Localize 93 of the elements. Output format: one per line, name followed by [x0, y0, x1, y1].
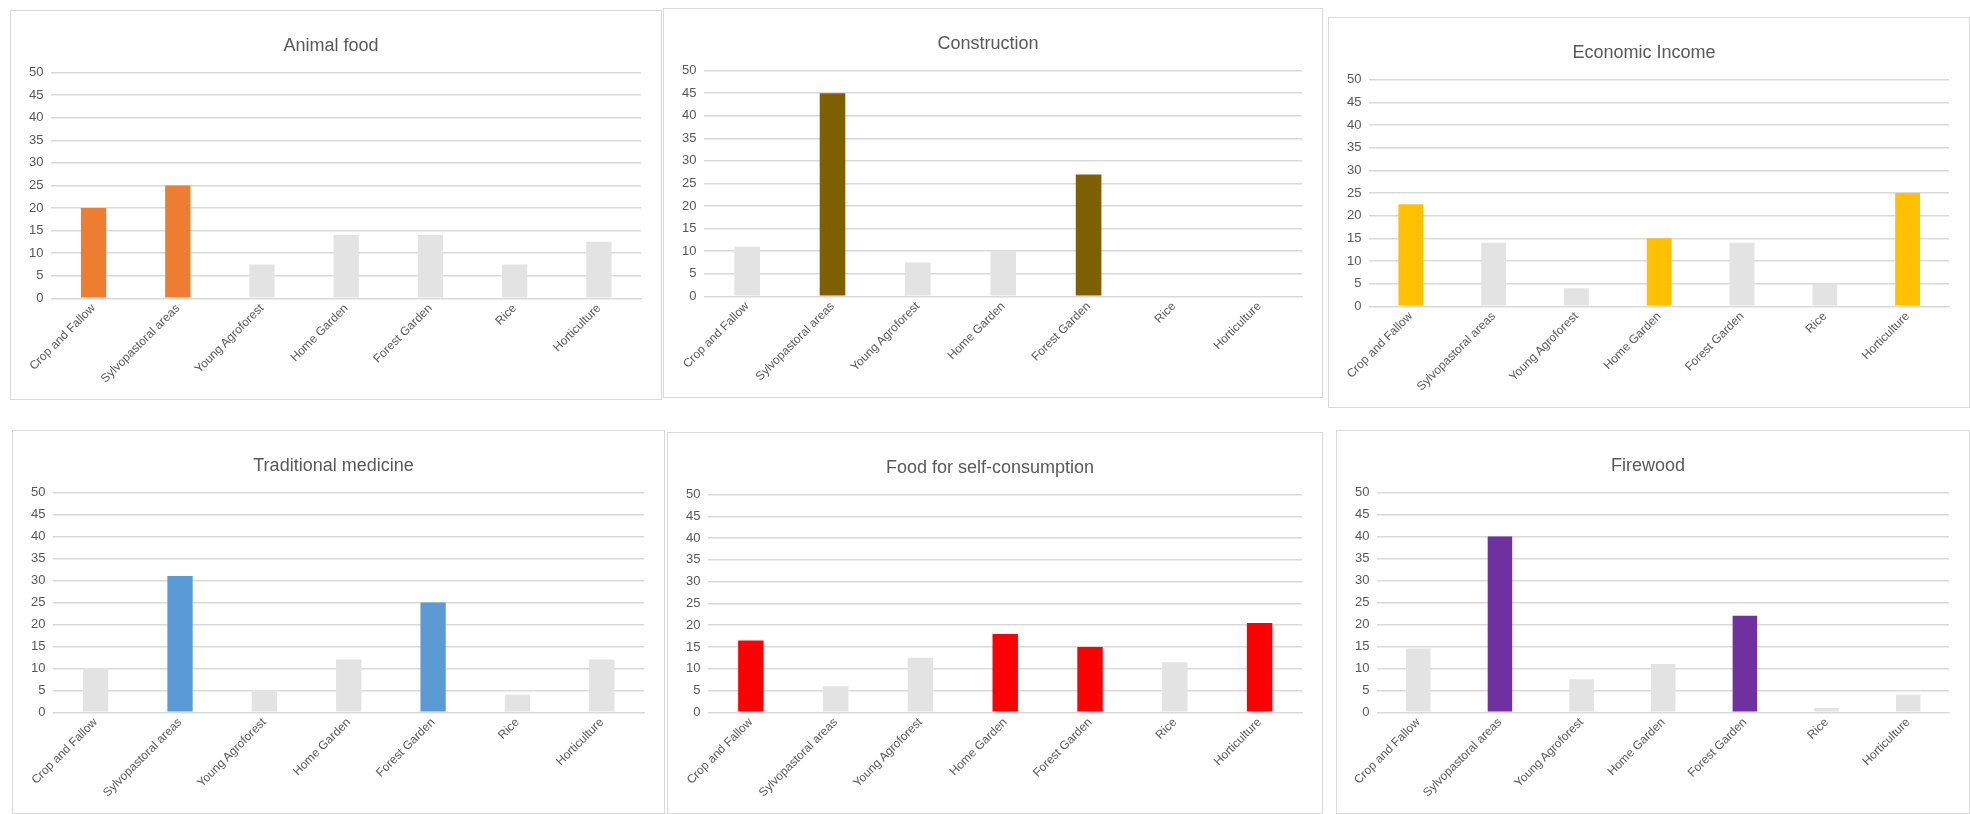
y-tick-label: 30	[1346, 161, 1362, 177]
y-tick-label: 5	[689, 265, 697, 281]
y-tick-label: 10	[30, 659, 46, 675]
y-tick-label: 45	[28, 86, 44, 102]
bar	[1732, 615, 1758, 712]
y-tick-label: 5	[693, 682, 701, 698]
y-tick-label: 40	[30, 528, 46, 544]
chart-title: Food for self-consumption	[885, 456, 1095, 477]
y-tick-label: 15	[30, 637, 46, 653]
chart-title: Traditional medicine	[253, 454, 414, 475]
y-tick-label: 15	[28, 222, 44, 238]
y-tick-label: 25	[30, 594, 46, 610]
bar	[420, 602, 446, 712]
y-tick-label: 30	[1354, 572, 1370, 588]
y-tick-label: 20	[1346, 207, 1362, 223]
bar	[1077, 646, 1103, 712]
y-tick-label: 40	[1354, 528, 1370, 544]
y-tick-label: 20	[685, 616, 701, 632]
y-tick-label: 30	[681, 152, 697, 168]
y-tick-label: 0	[38, 703, 46, 719]
y-tick-label: 40	[28, 109, 44, 125]
chart-title: Firewood	[1610, 454, 1686, 475]
y-tick-label: 50	[28, 64, 44, 80]
y-tick-label: 45	[30, 506, 46, 522]
y-tick-label: 45	[685, 507, 701, 523]
y-tick-label: 45	[681, 84, 697, 100]
y-tick-label: 25	[28, 177, 44, 193]
y-tick-label: 30	[30, 572, 46, 588]
y-tick-label: 50	[681, 62, 697, 78]
y-tick-label: 25	[685, 595, 701, 611]
y-tick-label: 35	[681, 129, 697, 145]
x-tick-label: Rice	[1802, 308, 1830, 336]
y-tick-label: 35	[1346, 139, 1362, 155]
y-tick-label: 35	[1354, 550, 1370, 566]
y-tick-label: 5	[38, 681, 46, 697]
y-tick-label: 40	[685, 529, 701, 545]
y-tick-label: 40	[1346, 116, 1362, 132]
y-tick-label: 35	[30, 550, 46, 566]
y-tick-label: 40	[681, 107, 697, 123]
x-tick-label: Rice	[1804, 714, 1832, 742]
y-tick-label: 25	[1346, 184, 1362, 200]
bar	[1246, 623, 1273, 712]
bar	[1487, 536, 1513, 712]
bar	[738, 640, 764, 712]
y-tick-label: 50	[685, 486, 701, 502]
y-tick-label: 10	[1354, 659, 1370, 675]
bar	[1646, 238, 1672, 306]
y-tick-label: 0	[689, 287, 697, 303]
x-tick-label: Rice	[1151, 298, 1179, 326]
y-tick-label: 5	[36, 267, 44, 283]
y-tick-label: 20	[681, 197, 697, 213]
y-tick-label: 50	[1354, 484, 1370, 500]
chart-title: Animal food	[283, 34, 379, 55]
bar	[992, 633, 1018, 712]
y-tick-label: 45	[1346, 93, 1362, 109]
y-tick-label: 0	[693, 703, 701, 719]
y-tick-label: 10	[685, 660, 701, 676]
bar	[819, 93, 846, 296]
y-tick-label: 20	[28, 199, 44, 215]
x-tick-label: Rice	[495, 714, 523, 742]
chart-title: Economic Income	[1572, 41, 1716, 62]
bar	[80, 208, 107, 298]
bar	[167, 576, 193, 712]
y-tick-label: 25	[681, 175, 697, 191]
y-tick-label: 50	[1346, 71, 1362, 87]
y-tick-label: 0	[1354, 297, 1362, 313]
y-tick-label: 25	[1354, 594, 1370, 610]
y-tick-label: 15	[1346, 229, 1362, 245]
bar	[165, 185, 191, 298]
chart-title: Construction	[937, 32, 1039, 53]
y-tick-label: 35	[28, 131, 44, 147]
y-tick-label: 20	[30, 616, 46, 631]
bar	[1895, 192, 1921, 306]
y-tick-label: 10	[1346, 252, 1362, 268]
y-tick-label: 10	[681, 242, 697, 258]
y-tick-label: 30	[685, 573, 701, 589]
y-tick-label: 50	[30, 484, 46, 500]
y-tick-label: 5	[1354, 275, 1362, 291]
y-tick-label: 5	[1362, 681, 1370, 697]
bar	[1398, 204, 1424, 306]
y-tick-label: 30	[28, 154, 44, 170]
y-tick-label: 35	[685, 551, 701, 567]
y-tick-label: 10	[28, 244, 44, 260]
y-tick-label: 15	[681, 220, 697, 236]
y-tick-label: 15	[685, 638, 701, 654]
y-tick-label: 20	[1354, 616, 1370, 631]
y-tick-label: 15	[1354, 637, 1370, 653]
y-tick-label: 45	[1354, 506, 1370, 522]
bar	[1075, 174, 1102, 296]
x-tick-label: Rice	[1152, 714, 1180, 742]
x-tick-label: Rice	[492, 300, 520, 328]
y-tick-label: 0	[36, 289, 44, 305]
y-tick-label: 0	[1362, 703, 1370, 719]
